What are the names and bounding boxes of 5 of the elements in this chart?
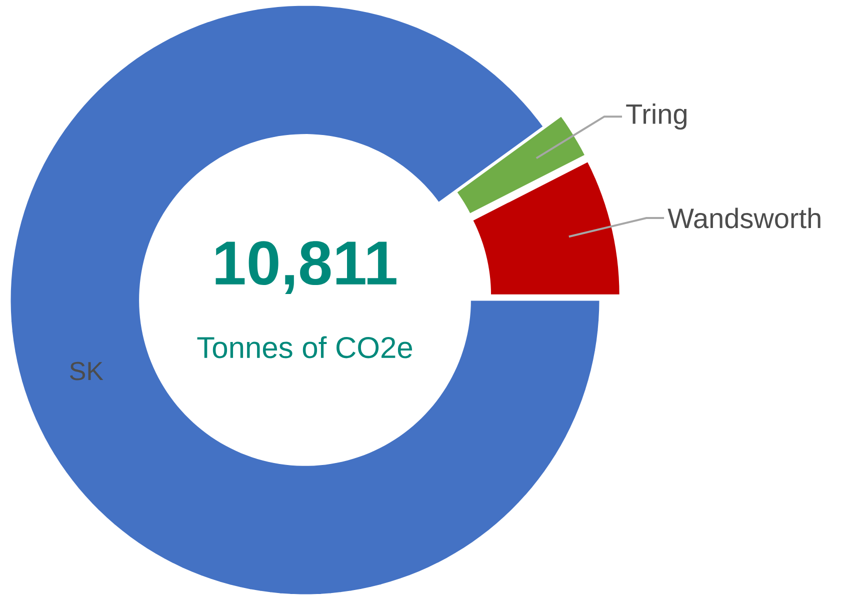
text: 10,811: [216, 241, 396, 294]
slice-label: Wandsworth: [668, 208, 820, 228]
text: Tonnes of CO2e: [197, 336, 412, 358]
slice-label: Tring: [626, 104, 686, 130]
slice-label: SK: [70, 362, 104, 380]
